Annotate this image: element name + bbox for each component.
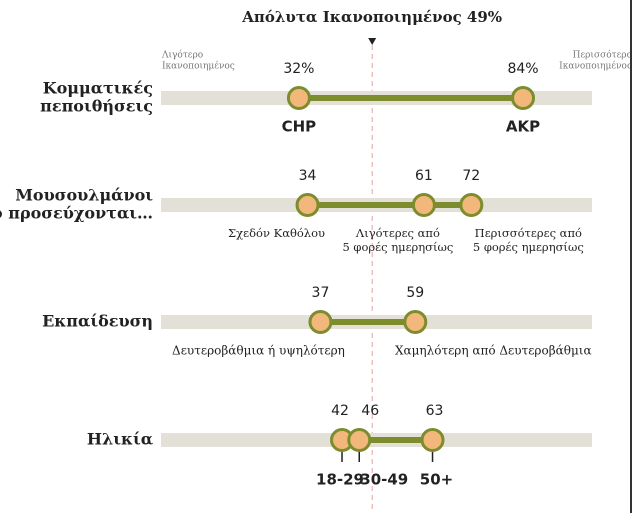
dot [347, 428, 372, 452]
category-label: 5 φορές ημερησίως [342, 240, 453, 254]
value-label: 32% [283, 61, 314, 77]
reference-label: Απόλυτα Ικανοποιημένος 49% [241, 8, 502, 26]
value-label: 72 [462, 168, 480, 184]
group-label: Ηλικία [87, 430, 153, 449]
dot [308, 310, 333, 334]
category-label: Περισσότερες από [475, 226, 582, 240]
axis-end-label: Περισσότερο [573, 50, 632, 61]
value-label: 59 [406, 285, 424, 301]
dot [295, 193, 320, 217]
axis-end-label: Ικανοποιημένος [559, 61, 632, 72]
category-label: 50+ [420, 471, 453, 489]
value-label: 61 [415, 168, 433, 184]
category-label: Σχεδόν Καθόλου [228, 226, 325, 240]
value-label: 46 [361, 403, 379, 419]
reference-marker [368, 38, 377, 45]
axis-end-label: Ικανοποιημένος [162, 61, 235, 72]
value-label: 37 [312, 285, 330, 301]
category-label: AKP [506, 118, 540, 136]
value-label: 42 [331, 403, 349, 419]
category-label: Λιγότερες από [355, 226, 440, 240]
category-label: 5 φορές ημερησίως [473, 240, 584, 254]
dot [459, 193, 484, 217]
dot [511, 86, 536, 110]
category-label: Δευτεροβάθμια ή υψηλότερη [172, 344, 345, 358]
value-label: 84% [507, 61, 538, 77]
group-label: Μουσουλμάνοι [15, 186, 153, 205]
value-label: 63 [426, 403, 444, 419]
category-label: Χαμηλότερη από Δευτεροβάθμια [395, 344, 592, 358]
dot [411, 193, 436, 217]
category-label: CHP [282, 118, 317, 136]
group-label: Κομματικές [43, 79, 153, 98]
dot [403, 310, 428, 334]
group-label: πεποιθήσεις [40, 97, 153, 116]
value-label: 34 [299, 168, 317, 184]
group-label: Εκπαίδευση [42, 312, 153, 331]
axis-end-label: Λιγότερο [161, 50, 203, 61]
category-label: 30-49 [360, 471, 408, 489]
dot [420, 428, 445, 452]
dot [286, 86, 311, 110]
category-label: 18-29 [316, 471, 364, 489]
group-label: που προσεύχονται… [0, 204, 153, 223]
